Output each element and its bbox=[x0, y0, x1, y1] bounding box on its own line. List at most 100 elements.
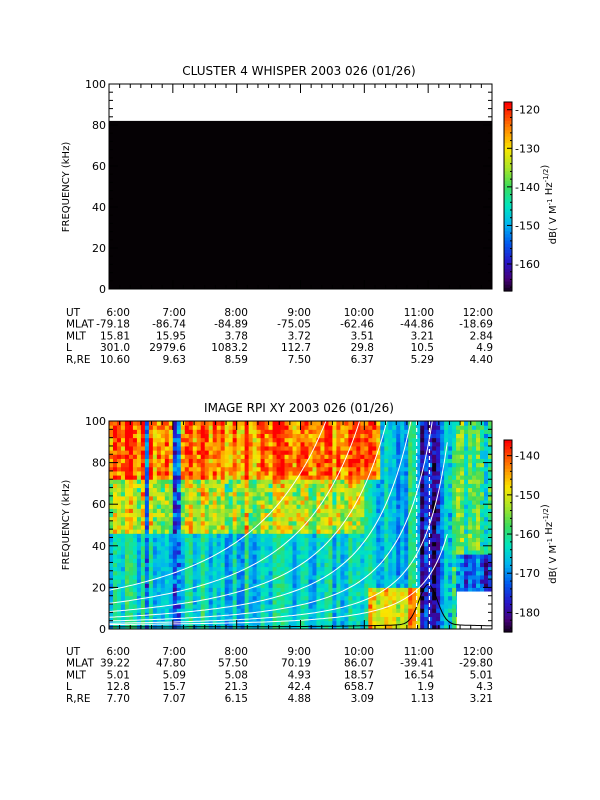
spectrogram-cell bbox=[392, 612, 397, 618]
spectrogram-cell bbox=[464, 574, 469, 580]
spectrogram-cell bbox=[252, 608, 258, 613]
spectrogram-cell bbox=[208, 429, 214, 434]
spectrogram-cell bbox=[144, 570, 150, 576]
spectrogram-cell bbox=[424, 624, 429, 629]
spectrogram-cell bbox=[296, 541, 301, 547]
spectrogram-cell bbox=[144, 425, 150, 430]
spectrogram-cell bbox=[408, 604, 413, 609]
spectrogram-cell bbox=[136, 450, 142, 455]
spectrogram-cell bbox=[444, 570, 449, 576]
spectrogram-cell bbox=[236, 516, 242, 522]
spectrogram-cell bbox=[264, 425, 270, 430]
spectrogram-cell bbox=[368, 475, 373, 480]
spectrogram-cell bbox=[412, 566, 417, 572]
spectrogram-cell bbox=[284, 475, 290, 480]
spectrogram-cell bbox=[212, 508, 218, 514]
spectrogram-cell bbox=[140, 504, 146, 509]
spectrogram-cell bbox=[356, 441, 361, 447]
spectrogram-cell bbox=[448, 500, 453, 505]
spectrogram-cell bbox=[464, 470, 469, 476]
spectrogram-cell bbox=[204, 545, 210, 551]
spectrogram-cell bbox=[240, 429, 246, 434]
spectrogram-cell bbox=[380, 475, 385, 480]
spectrogram-cell bbox=[112, 491, 118, 497]
spectrogram-cell bbox=[404, 466, 409, 472]
spectrogram-cell bbox=[232, 558, 238, 563]
spectrogram-cell bbox=[148, 483, 154, 489]
spectrogram-cell bbox=[168, 574, 174, 580]
spectrogram-cell bbox=[340, 466, 345, 472]
spectrogram-cell bbox=[316, 441, 321, 447]
spectrogram-cell bbox=[412, 620, 417, 626]
spectrogram-cell bbox=[452, 566, 457, 572]
spectrogram-cell bbox=[304, 591, 309, 597]
spectrogram-cell bbox=[452, 500, 457, 505]
spectrogram-cell bbox=[208, 516, 214, 522]
spectrogram-cell bbox=[440, 487, 445, 493]
spectrogram-cell bbox=[316, 525, 321, 530]
spectrogram-cell bbox=[364, 504, 369, 509]
spectrogram-cell bbox=[268, 425, 274, 430]
spectrogram-cell bbox=[380, 537, 385, 543]
spectrogram-cell bbox=[304, 479, 309, 484]
spectrogram-cell bbox=[464, 508, 469, 514]
spectrogram-cell bbox=[384, 624, 389, 629]
spectrogram-cell bbox=[240, 495, 246, 501]
spectrogram-cell bbox=[212, 479, 218, 484]
spectrogram-cell bbox=[276, 500, 282, 505]
spectrogram-cell bbox=[124, 554, 130, 559]
spectrogram-cell bbox=[144, 458, 150, 464]
spectrogram-cell bbox=[164, 425, 170, 430]
spectrogram-cell bbox=[308, 508, 313, 514]
spectrogram-cell bbox=[268, 487, 274, 493]
spectrogram-cell bbox=[444, 512, 449, 518]
spectrogram-cell bbox=[376, 475, 381, 480]
spectrogram-cell bbox=[452, 520, 457, 526]
spectrogram-cell bbox=[460, 562, 465, 568]
spectrogram-cell bbox=[368, 487, 373, 493]
spectrogram-cell bbox=[328, 595, 333, 601]
spectrogram-cell bbox=[440, 475, 445, 480]
spectrogram-cell bbox=[444, 595, 449, 601]
spectrogram-cell bbox=[200, 441, 206, 447]
spectrogram-cell bbox=[296, 437, 301, 443]
spectrogram-cell bbox=[332, 462, 337, 468]
spectrogram-cell bbox=[164, 445, 170, 451]
spectrogram-cell bbox=[136, 479, 142, 484]
spectrogram-cell bbox=[356, 574, 361, 580]
spectrogram-cell bbox=[144, 462, 150, 468]
spectrogram-cell bbox=[160, 591, 166, 597]
spectrogram-cell bbox=[240, 441, 246, 447]
spectrogram-cell bbox=[216, 520, 222, 526]
spectrogram-cell bbox=[228, 537, 234, 543]
spectrogram-cell bbox=[364, 558, 369, 563]
spectrogram-cell bbox=[140, 429, 146, 434]
spectrogram-cell bbox=[328, 462, 333, 468]
spectrogram-cell bbox=[252, 479, 258, 484]
spectrogram-cell bbox=[156, 495, 162, 501]
spectrogram-cell bbox=[480, 512, 485, 518]
spectrogram-cell bbox=[356, 470, 361, 476]
spectrogram-cell bbox=[372, 450, 377, 455]
spectrogram-cell bbox=[396, 479, 401, 484]
spectrogram-cell bbox=[300, 500, 305, 505]
spectrogram-cell bbox=[332, 554, 337, 559]
spectrogram-cell bbox=[416, 433, 421, 439]
spectrogram-cell bbox=[192, 483, 198, 489]
spectrogram-cell bbox=[472, 466, 477, 472]
spectrogram-cell bbox=[460, 512, 465, 518]
spectrogram-cell bbox=[360, 579, 365, 584]
spectrogram-cell bbox=[164, 612, 170, 618]
spectrogram-cell bbox=[456, 562, 461, 568]
spectrogram-cell bbox=[336, 441, 341, 447]
spectrogram-cell bbox=[196, 516, 202, 522]
spectrogram-cell bbox=[344, 483, 349, 489]
spectrogram-cell bbox=[364, 491, 369, 497]
spectrogram-cell bbox=[420, 508, 425, 514]
spectrogram-cell bbox=[256, 533, 262, 538]
spectrogram-cell bbox=[396, 608, 401, 613]
spectrogram-cell bbox=[400, 437, 405, 443]
spectrogram-cell bbox=[340, 595, 345, 601]
spectrogram-cell bbox=[472, 491, 477, 497]
spectrogram-cell bbox=[448, 604, 453, 609]
